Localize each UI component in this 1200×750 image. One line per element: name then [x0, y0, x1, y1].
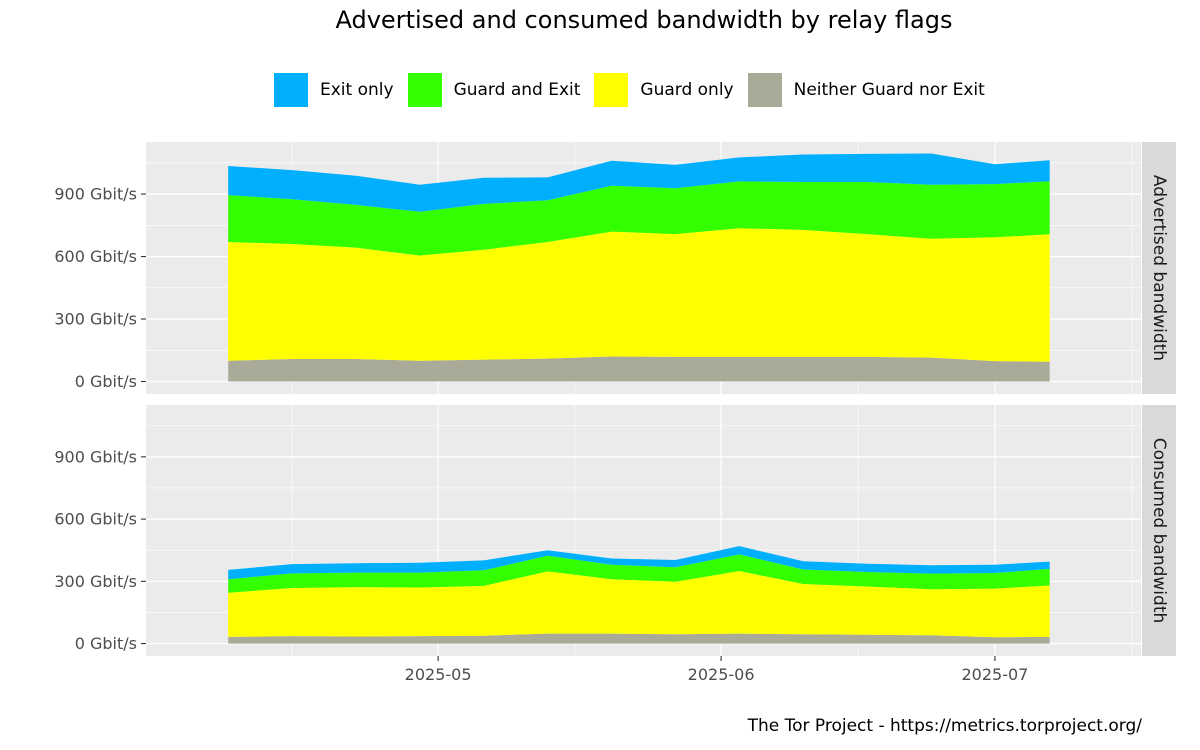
area-guard-only-panel-1 [228, 228, 1050, 362]
area-exit-only-panel-1 [228, 153, 1050, 212]
y-tick-label: 300 Gbit/s [54, 572, 137, 591]
strip-background-1 [1142, 142, 1176, 394]
legend-label-guard-and-exit: Guard and Exit [453, 80, 581, 100]
x-tick-label: 2025-07 [962, 665, 1029, 684]
area-guard-and-exit-panel-2 [228, 554, 1050, 593]
area-exit-only-panel-2 [228, 546, 1050, 580]
y-tick-label: 0 Gbit/s [75, 634, 137, 653]
y-tick-label: 900 Gbit/s [54, 185, 137, 204]
legend-key-guard-and-exit [407, 73, 442, 107]
legend-item-guard-and-exit: Guard and Exit [407, 73, 581, 107]
x-tick-label: 2025-05 [405, 665, 472, 684]
area-guard-and-exit-panel-1 [228, 181, 1050, 256]
strip-label-2: Consumed bandwidth [1149, 438, 1169, 624]
area-guard-only-panel-2 [228, 571, 1050, 638]
y-tick-label: 300 Gbit/s [54, 310, 137, 329]
legend-item-guard-only: Guard only [594, 73, 734, 107]
legend-label-neither: Neither Guard nor Exit [793, 80, 985, 100]
legend: Exit only Guard and Exit Guard only Neit… [274, 73, 999, 107]
strip-label-1: Advertised bandwidth [1149, 175, 1169, 361]
y-tick-label: 600 Gbit/s [54, 247, 137, 266]
chart-title: Advertised and consumed bandwidth by rel… [335, 6, 953, 34]
y-tick-label: 900 Gbit/s [54, 447, 137, 466]
legend-label-exit-only: Exit only [320, 80, 394, 100]
area-neither-guard-nor-exit-panel-2 [228, 633, 1050, 644]
y-tick-label: 600 Gbit/s [54, 510, 137, 529]
legend-label-guard-only: Guard only [640, 80, 734, 100]
legend-key-neither [747, 73, 782, 107]
caption: The Tor Project - https://metrics.torpro… [747, 716, 1142, 736]
y-tick-label: 0 Gbit/s [75, 372, 137, 391]
area-neither-guard-nor-exit-panel-1 [228, 356, 1050, 382]
legend-key-exit-only [274, 73, 308, 107]
strip-background-2 [1142, 405, 1176, 656]
legend-key-guard-only [594, 73, 629, 107]
legend-item-exit-only: Exit only [274, 73, 394, 107]
legend-item-neither: Neither Guard nor Exit [747, 73, 985, 107]
x-tick-label: 2025-06 [688, 665, 755, 684]
